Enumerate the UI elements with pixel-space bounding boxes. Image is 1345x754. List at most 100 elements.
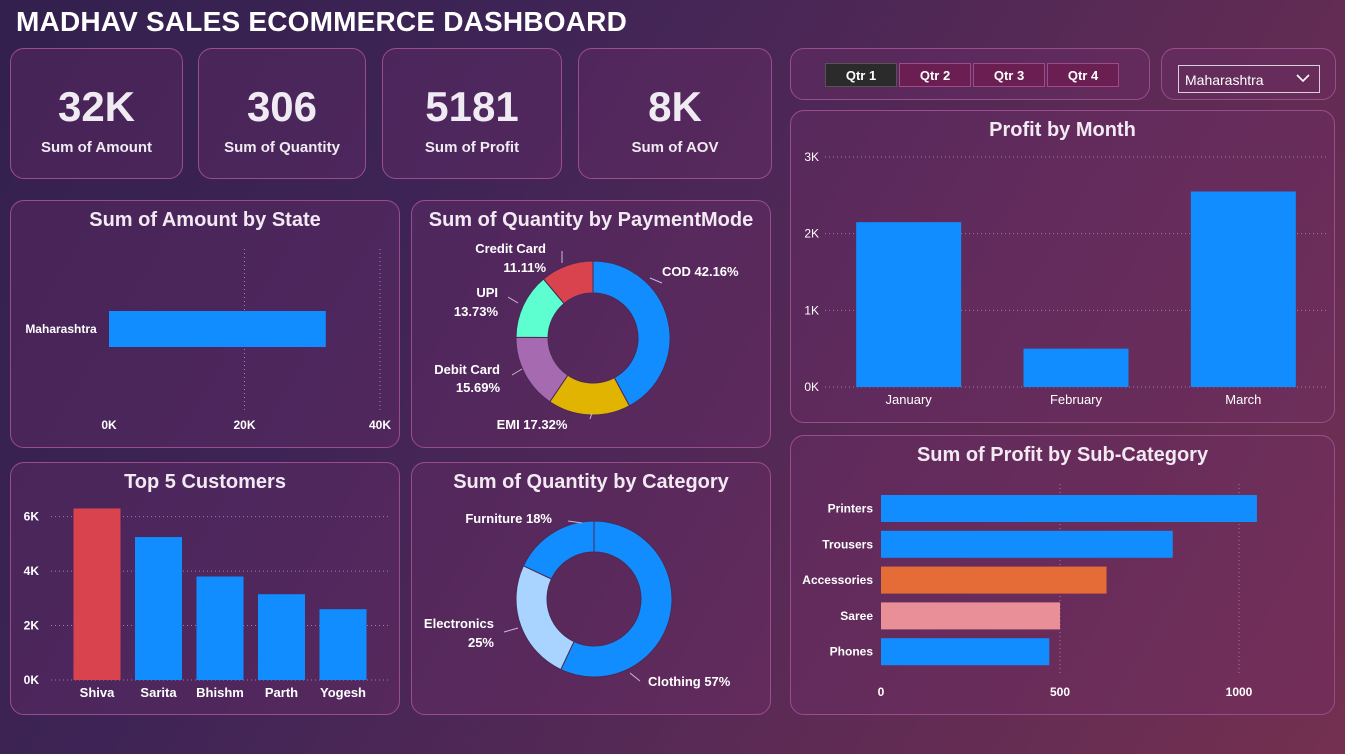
kpi-label: Sum of Amount [40, 139, 153, 156]
donut-slice [515, 565, 575, 671]
x-tick-label: March [1225, 392, 1261, 407]
top5-customers-chart: 0K 2K 4K 6K Shiva Sarita Bhishm Parth Yogesh [24, 508, 391, 700]
x-tick-label: 1000 [1226, 685, 1253, 699]
y-tick-label: 3K [804, 150, 819, 164]
leader-line [567, 520, 583, 524]
qtr-1-button[interactable]: Qtr 1 [825, 63, 897, 87]
donut-slice [560, 520, 673, 678]
qtr-2-button[interactable]: Qtr 2 [899, 63, 971, 87]
x-tick-label: 500 [1050, 685, 1070, 699]
y-tick-label: 2K [804, 227, 819, 241]
slice-label: 25% [468, 635, 494, 650]
bar [196, 576, 244, 680]
kpi-value: 306 [246, 83, 318, 130]
kpi-card-aov: 8K Sum of AOV [578, 48, 772, 179]
y-tick-label: 0K [24, 673, 40, 687]
x-tick-label: Bhishm [196, 685, 244, 700]
quantity-by-paymentmode-chart: COD 42.16% EMI 17.32% Debit Card 15.69% UPI 1… [434, 241, 739, 432]
donut-slice [542, 260, 594, 305]
profit-by-month-panel: Profit by Month 0K 1K 2K 3K January February M… [790, 110, 1335, 423]
category-label: Printers [828, 502, 874, 516]
leader-line [629, 672, 641, 682]
y-tick-label: 2K [24, 619, 40, 633]
kpi-value: 5181 [425, 83, 519, 130]
x-tick-label: Yogesh [320, 685, 366, 700]
dashboard-title: MADHAV SALES ECOMMERCE DASHBOARD [16, 6, 628, 37]
amount-by-state-chart: 0K 20K 40K Maharashtra [25, 249, 391, 432]
category-label: Saree [840, 609, 873, 623]
bar [1190, 191, 1296, 387]
x-tick-label: 0K [101, 418, 117, 432]
bar [856, 222, 962, 387]
quantity-by-category-chart: Furniture 18% Electronics 25% Clothing 57% [424, 511, 731, 689]
qtr-3-button[interactable]: Qtr 3 [973, 63, 1045, 87]
slice-label: Credit Card [475, 241, 546, 256]
bar [881, 495, 1257, 522]
bar [319, 609, 367, 680]
chart-title: Sum of Amount by State [89, 209, 321, 231]
category-label: Trousers [822, 537, 873, 551]
kpi-label: Sum of Profit [424, 139, 520, 156]
kpi-value: 8K [648, 83, 702, 130]
x-tick-label: Sarita [140, 685, 177, 700]
x-tick-label: 0 [878, 685, 885, 699]
leader-line [507, 296, 519, 304]
leader-line [589, 412, 593, 420]
top5-customers-panel: Top 5 Customers 0K 2K 4K 6K Shiva Sarita Bhish… [10, 462, 400, 715]
leader-line [649, 277, 663, 284]
category-label: Phones [830, 645, 874, 659]
bar [73, 508, 121, 680]
leader-line [503, 627, 519, 633]
slice-label: 13.73% [454, 304, 499, 319]
slice-label: EMI 17.32% [497, 417, 568, 432]
slice-label: Clothing 57% [648, 674, 731, 689]
state-dropdown-value: Maharashtra [1185, 72, 1264, 88]
chart-title: Top 5 Customers [124, 471, 286, 493]
kpi-card-profit: 5181 Sum of Profit [382, 48, 562, 179]
x-tick-label: February [1050, 392, 1103, 407]
amount-by-state-panel: Sum of Amount by State 0K 20K 40K Maharasht… [10, 200, 400, 448]
bar [881, 638, 1050, 666]
y-tick-label: 0K [804, 380, 819, 394]
leader-line [511, 368, 523, 376]
x-tick-label: 40K [369, 418, 391, 432]
x-tick-label: January [886, 392, 933, 407]
qtr-4-button[interactable]: Qtr 4 [1047, 63, 1119, 87]
bar [1023, 348, 1129, 387]
donut-slice [522, 520, 595, 580]
chart-title: Sum of Quantity by PaymentMode [428, 209, 754, 231]
profit-by-subcategory-chart: 0 500 1000 Printers Trousers Accessories Saree… [802, 484, 1257, 699]
quantity-by-paymentmode-panel: Sum of Quantity by PaymentMode COD 42.16… [411, 200, 771, 448]
state-slicer: Maharashtra [1161, 48, 1336, 100]
quantity-by-category-panel: Sum of Quantity by Category Furniture 18… [411, 462, 771, 715]
state-dropdown[interactable]: Maharashtra [1178, 65, 1320, 93]
category-label: Accessories [802, 573, 873, 587]
slice-label: COD 42.16% [662, 264, 739, 279]
x-tick-label: Parth [265, 685, 298, 700]
x-tick-label: Shiva [80, 685, 115, 700]
slice-label: 15.69% [456, 380, 501, 395]
y-tick-label: 1K [804, 303, 819, 317]
bar [881, 602, 1060, 630]
slice-label: Debit Card [434, 362, 500, 377]
slice-label: UPI [476, 285, 498, 300]
kpi-card-quantity: 306 Sum of Quantity [198, 48, 366, 179]
bar [109, 311, 326, 347]
chevron-down-icon [1295, 70, 1311, 91]
bar [135, 537, 182, 680]
x-tick-label: 20K [233, 418, 255, 432]
chart-title: Sum of Quantity by Category [453, 471, 729, 493]
kpi-label: Sum of Quantity [224, 139, 340, 156]
kpi-value: 32K [57, 83, 136, 130]
profit-by-subcategory-panel: Sum of Profit by Sub-Category 0 500 1000 Pr… [790, 435, 1335, 715]
kpi-label: Sum of AOV [631, 139, 719, 156]
quarter-slicer: Qtr 1 Qtr 2 Qtr 3 Qtr 4 [790, 48, 1150, 100]
bar [881, 566, 1107, 594]
bar [258, 594, 305, 680]
category-label: Maharashtra [25, 322, 97, 336]
bar [881, 530, 1173, 558]
y-tick-label: 6K [24, 510, 40, 524]
slice-label: Electronics [424, 616, 494, 631]
slice-label: Furniture 18% [465, 511, 552, 526]
chart-title: Profit by Month [989, 119, 1136, 141]
